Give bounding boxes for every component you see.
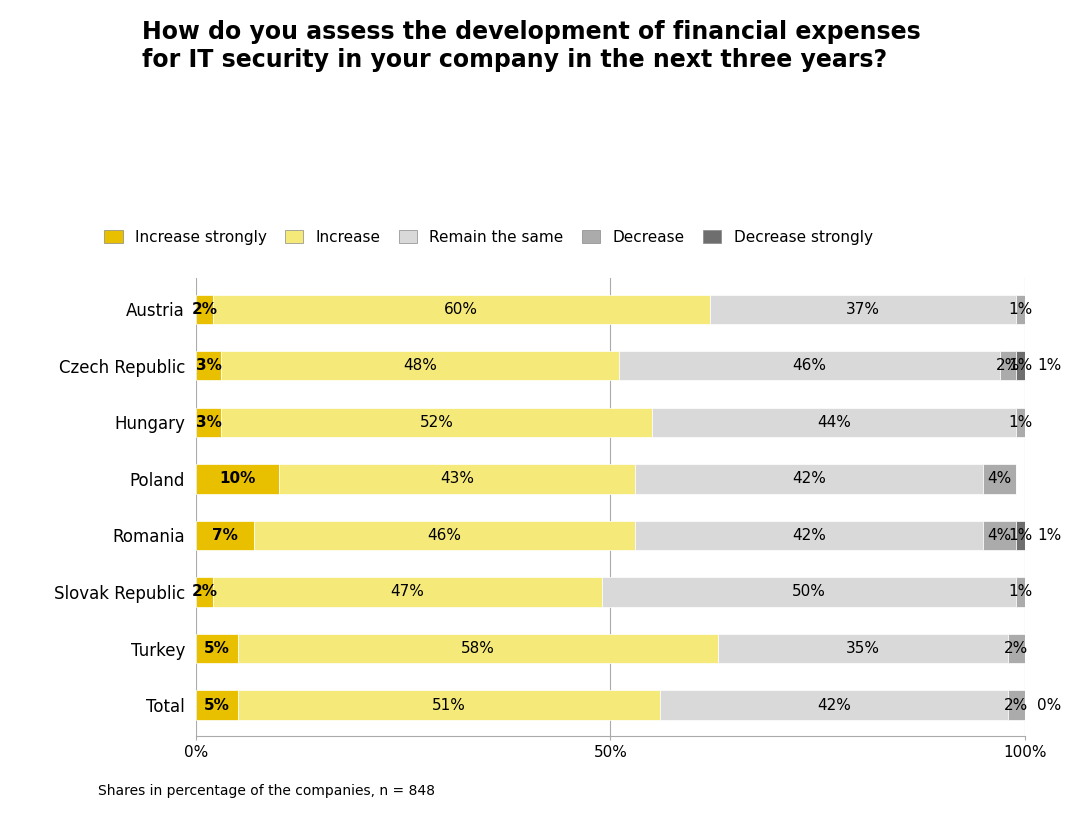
Bar bbox=[238, 634, 718, 663]
Bar bbox=[213, 578, 602, 607]
Bar bbox=[1008, 690, 1025, 720]
Text: 10%: 10% bbox=[219, 471, 256, 487]
Bar bbox=[1016, 578, 1025, 607]
Bar bbox=[983, 464, 1016, 493]
Bar bbox=[196, 578, 213, 607]
Text: 1%: 1% bbox=[1008, 302, 1032, 317]
Text: 2%: 2% bbox=[192, 585, 218, 600]
Text: 48%: 48% bbox=[403, 358, 437, 373]
Bar bbox=[196, 464, 279, 493]
Bar bbox=[602, 578, 1016, 607]
Text: 2%: 2% bbox=[1004, 641, 1029, 656]
Bar bbox=[196, 521, 254, 551]
Text: 1%: 1% bbox=[1008, 358, 1032, 373]
Text: 44%: 44% bbox=[818, 415, 851, 429]
Text: 1%: 1% bbox=[1008, 528, 1032, 543]
Text: 1%: 1% bbox=[1037, 528, 1062, 543]
Bar bbox=[635, 521, 983, 551]
Text: 1%: 1% bbox=[1037, 358, 1062, 373]
Bar bbox=[1016, 407, 1025, 437]
Bar bbox=[1000, 351, 1016, 380]
Bar bbox=[279, 464, 635, 493]
Bar bbox=[1016, 351, 1025, 380]
Text: 50%: 50% bbox=[792, 585, 826, 600]
Bar bbox=[221, 351, 619, 380]
Text: 1%: 1% bbox=[1008, 415, 1032, 429]
Bar bbox=[1008, 634, 1025, 663]
Text: 2%: 2% bbox=[1004, 698, 1029, 712]
Text: 42%: 42% bbox=[818, 698, 851, 712]
Text: 2%: 2% bbox=[996, 358, 1020, 373]
Bar bbox=[619, 351, 1000, 380]
Bar bbox=[661, 690, 1008, 720]
Text: 46%: 46% bbox=[792, 358, 826, 373]
Text: 5%: 5% bbox=[204, 698, 230, 712]
Text: 42%: 42% bbox=[792, 471, 826, 487]
Text: 52%: 52% bbox=[420, 415, 453, 429]
Bar bbox=[221, 407, 652, 437]
Text: 47%: 47% bbox=[390, 585, 424, 600]
Text: 35%: 35% bbox=[846, 641, 880, 656]
Text: 1%: 1% bbox=[1008, 585, 1032, 600]
Text: 43%: 43% bbox=[440, 471, 474, 487]
Text: 3%: 3% bbox=[196, 358, 221, 373]
Bar bbox=[196, 690, 238, 720]
Text: 51%: 51% bbox=[432, 698, 465, 712]
Bar bbox=[196, 294, 213, 324]
Text: 2%: 2% bbox=[192, 302, 218, 317]
Text: 3%: 3% bbox=[196, 415, 221, 429]
Text: 0%: 0% bbox=[1037, 698, 1062, 712]
Legend: Increase strongly, Increase, Remain the same, Decrease, Decrease strongly: Increase strongly, Increase, Remain the … bbox=[98, 223, 879, 251]
Bar bbox=[710, 294, 1016, 324]
Text: How do you assess the development of financial expenses
for IT security in your : How do you assess the development of fin… bbox=[142, 20, 920, 72]
Text: 46%: 46% bbox=[427, 528, 462, 543]
Bar bbox=[718, 634, 1008, 663]
Bar bbox=[635, 464, 983, 493]
Bar bbox=[196, 407, 221, 437]
Bar bbox=[1016, 521, 1025, 551]
Text: 4%: 4% bbox=[988, 471, 1012, 487]
Text: 60%: 60% bbox=[445, 302, 479, 317]
Text: 37%: 37% bbox=[846, 302, 880, 317]
Bar bbox=[1016, 294, 1025, 324]
Text: 5%: 5% bbox=[204, 641, 230, 656]
Bar bbox=[983, 521, 1016, 551]
Bar bbox=[213, 294, 710, 324]
Text: 7%: 7% bbox=[213, 528, 238, 543]
Text: Shares in percentage of the companies, n = 848: Shares in percentage of the companies, n… bbox=[98, 784, 435, 798]
Text: 42%: 42% bbox=[792, 528, 826, 543]
Text: 4%: 4% bbox=[988, 528, 1012, 543]
Bar bbox=[652, 407, 1016, 437]
Bar bbox=[196, 634, 238, 663]
Bar bbox=[196, 351, 221, 380]
Bar bbox=[238, 690, 661, 720]
Text: 58%: 58% bbox=[461, 641, 495, 656]
Bar bbox=[254, 521, 635, 551]
